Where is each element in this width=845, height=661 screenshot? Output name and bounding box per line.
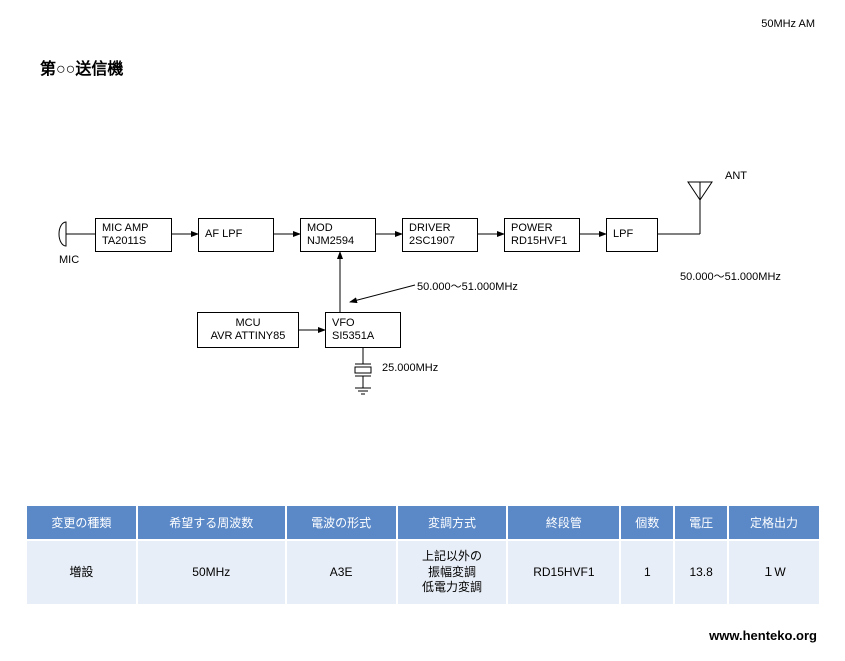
td-3: 上記以外の 振幅変調 低電力変調 (397, 540, 508, 605)
block-power: POWER RD15HVF1 (504, 218, 580, 252)
block-af-lpf: AF LPF (198, 218, 274, 252)
footer-url: www.henteko.org (709, 628, 817, 643)
td-0: 増設 (26, 540, 137, 605)
block-vfo-l1: VFO (332, 317, 400, 330)
td-7: １W (728, 540, 820, 605)
th-6: 電圧 (674, 505, 728, 540)
block-driver-l1: DRIVER (409, 222, 477, 235)
block-af-lpf-l1: AF LPF (205, 228, 273, 241)
block-vfo-l2: SI5351A (332, 330, 400, 343)
xtal-label: 25.000MHz (382, 362, 438, 374)
block-mcu-l1: MCU (235, 317, 260, 330)
block-power-l1: POWER (511, 222, 579, 235)
table-row: 増設 50MHz A3E 上記以外の 振幅変調 低電力変調 RD15HVF1 1… (26, 540, 820, 605)
block-mic-amp-l2: TA2011S (102, 235, 171, 248)
block-lpf-l1: LPF (613, 228, 657, 241)
td-6: 13.8 (674, 540, 728, 605)
block-mcu: MCU AVR ATTINY85 (197, 312, 299, 348)
block-driver-l2: 2SC1907 (409, 235, 477, 248)
block-lpf: LPF (606, 218, 658, 252)
th-1: 希望する周波数 (137, 505, 286, 540)
mic-label: MIC (59, 254, 79, 266)
diagram-svg (0, 0, 845, 400)
freq-range-vfo: 50.000～51.000MHz (417, 278, 518, 294)
th-3: 変調方式 (397, 505, 508, 540)
td-2: A3E (286, 540, 397, 605)
td-4: RD15HVF1 (507, 540, 620, 605)
th-4: 終段管 (507, 505, 620, 540)
th-7: 定格出力 (728, 505, 820, 540)
th-0: 変更の種類 (26, 505, 137, 540)
th-2: 電波の形式 (286, 505, 397, 540)
block-power-l2: RD15HVF1 (511, 235, 579, 248)
block-mod-l1: MOD (307, 222, 375, 235)
freq-range-output: 50.000～51.000MHz (680, 268, 781, 284)
th-5: 個数 (620, 505, 674, 540)
block-mod: MOD NJM2594 (300, 218, 376, 252)
block-mcu-l2: AVR ATTINY85 (211, 330, 286, 343)
block-vfo: VFO SI5351A (325, 312, 401, 348)
td-5: 1 (620, 540, 674, 605)
spec-table: 変更の種類 希望する周波数 電波の形式 変調方式 終段管 個数 電圧 定格出力 … (25, 504, 821, 606)
td-1: 50MHz (137, 540, 286, 605)
block-mic-amp: MIC AMP TA2011S (95, 218, 172, 252)
block-mic-amp-l1: MIC AMP (102, 222, 171, 235)
ant-label: ANT (725, 170, 747, 182)
table-header-row: 変更の種類 希望する周波数 電波の形式 変調方式 終段管 個数 電圧 定格出力 (26, 505, 820, 540)
block-driver: DRIVER 2SC1907 (402, 218, 478, 252)
block-mod-l2: NJM2594 (307, 235, 375, 248)
